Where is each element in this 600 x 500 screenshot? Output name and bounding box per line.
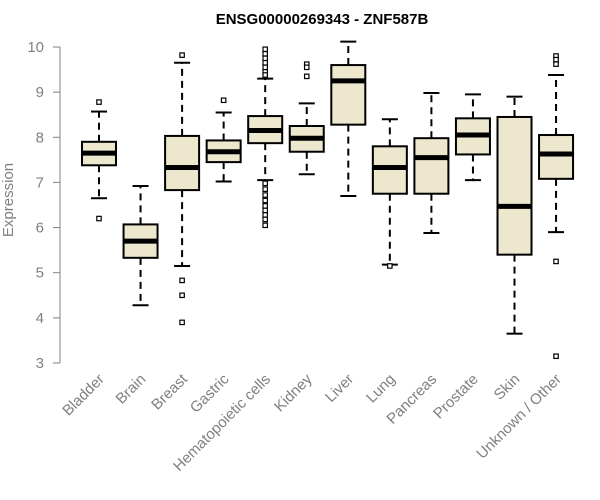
x-tick-label: Bladder [59,371,108,420]
box-group [81,99,117,222]
outlier-point [179,319,185,326]
y-tick-label: 3 [36,355,44,372]
box-group [371,118,408,269]
outlier-point [96,99,102,105]
outlier-point [303,64,310,71]
outlier-point [220,97,227,104]
outlier-point [553,61,559,67]
box-group [247,46,284,229]
outlier-point [262,46,269,53]
outlier-point [179,292,185,299]
y-tick-label: 9 [36,84,44,101]
y-tick-label: 5 [36,265,44,282]
box-group [164,52,201,326]
y-tick-label: 4 [36,310,44,327]
outlier-point [179,52,185,58]
outlier-point [553,56,559,63]
outlier-point [262,203,269,209]
box [330,64,367,126]
outlier-point [262,50,269,57]
outlier-point [262,180,269,187]
box-group [205,97,242,183]
outlier-point [262,192,269,198]
y-tick-label: 6 [36,220,44,237]
x-tick-label: Lung [363,371,399,407]
outlier-point [262,222,269,229]
outlier-point [262,212,269,218]
y-axis-label: Expression [0,163,17,237]
x-tick-label: Kidney [271,370,316,415]
outlier-point [303,73,310,80]
outlier-point [262,216,269,223]
box-group [413,92,450,234]
y-tick-label: 7 [36,174,44,191]
outlier-point [262,64,269,71]
x-tick-label: Liver [322,371,357,406]
y-tick-label: 8 [36,129,44,146]
x-tick-label: Breast [148,370,191,413]
box [413,137,450,195]
box-group [496,95,533,335]
y-axis-ticks: 3 4 5 6 7 8 9 10 [27,39,60,372]
outlier-point [262,72,269,78]
outlier-point [387,263,393,269]
x-tick-label: Prostate [430,371,482,423]
box [164,134,201,192]
chart-title: ENSG00000269343 - ZNF587B [216,11,429,28]
outlier-point [553,353,559,360]
box-group [538,53,575,360]
box-group [330,40,367,197]
outlier-point [262,59,269,66]
box-group [454,93,491,182]
box-group [288,61,325,176]
x-tick-label: Brain [113,371,150,408]
outlier-point [553,258,559,265]
outlier-point [96,215,102,222]
outlier-point [262,55,269,62]
boxes [81,40,575,360]
outlier-point [262,197,269,204]
box [496,115,533,256]
box-group [122,185,159,307]
box [538,134,575,180]
y-tick-label: 10 [27,39,44,56]
outlier-point [262,186,269,193]
outlier-point [262,207,269,214]
outlier-point [179,277,185,284]
x-tick-label: Skin [491,371,524,404]
